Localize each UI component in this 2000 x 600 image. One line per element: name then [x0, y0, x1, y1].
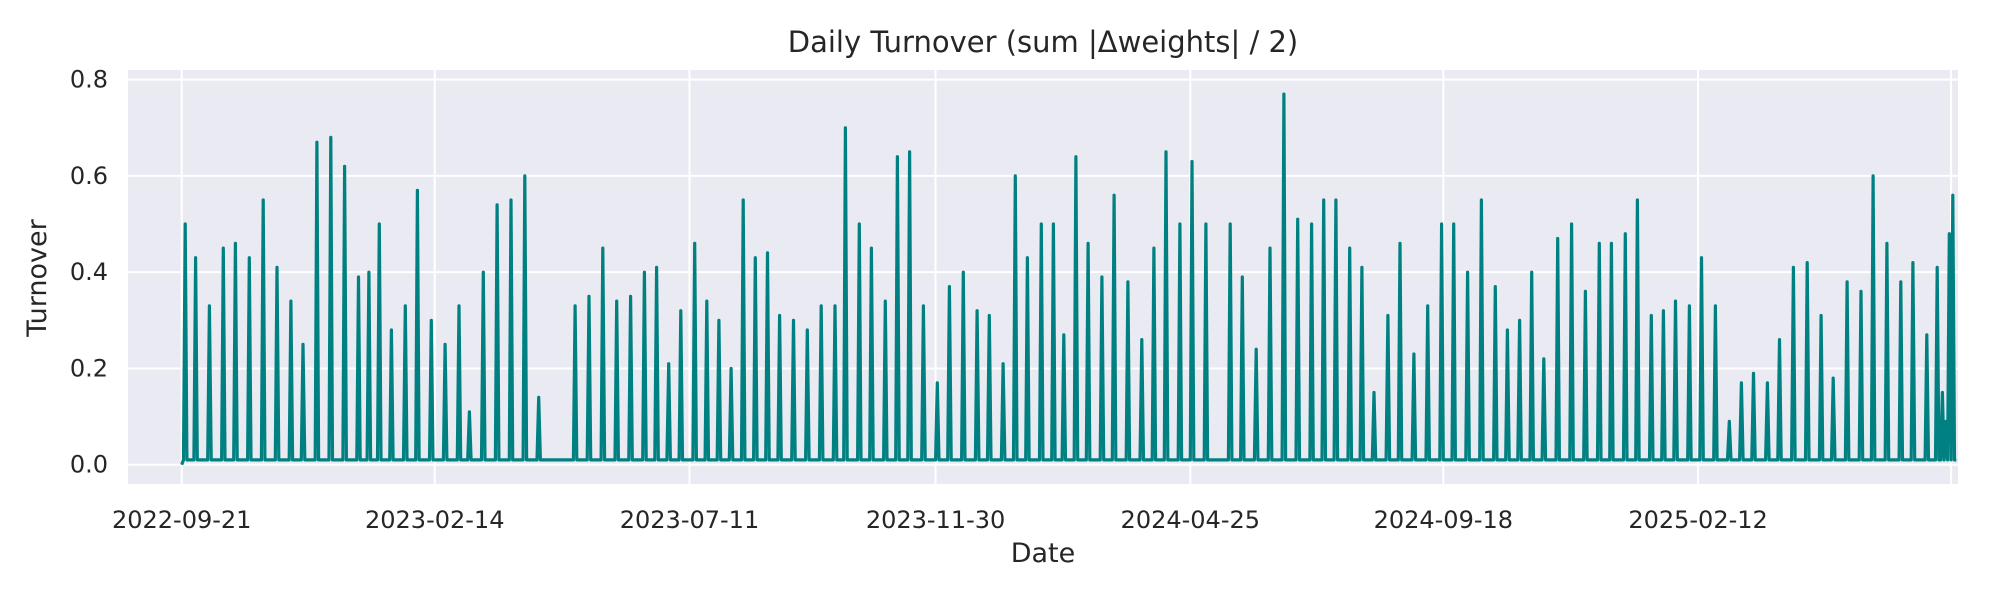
y-tick-label: 0.0 — [70, 451, 108, 479]
x-tick-label: 2022-09-21 — [112, 506, 251, 534]
x-tick-label: 2023-02-14 — [365, 506, 504, 534]
x-tick-label: 2024-09-18 — [1374, 506, 1513, 534]
tick-layer: 2022-09-21 2023-02-14 2023-07-11 2023-11-30… — [70, 66, 1768, 534]
y-tick-label: 0.4 — [70, 258, 108, 286]
y-tick-label: 0.8 — [70, 66, 108, 94]
y-tick-label: 0.2 — [70, 354, 108, 382]
line-layer — [180, 92, 1957, 466]
x-tick-label: 2023-07-11 — [620, 506, 759, 534]
chart-title: Daily Turnover (sum |Δweights| / 2) — [788, 25, 1298, 59]
x-tick-label: 2023-11-30 — [866, 506, 1005, 534]
turnover-series-line — [180, 92, 1957, 466]
x-tick-label: 2025-02-12 — [1628, 506, 1767, 534]
x-tick-label: 2024-04-25 — [1121, 506, 1260, 534]
y-tick-label: 0.6 — [70, 162, 108, 190]
y-axis-label: Turnover — [22, 218, 53, 337]
x-axis-label: Date — [1011, 538, 1076, 569]
